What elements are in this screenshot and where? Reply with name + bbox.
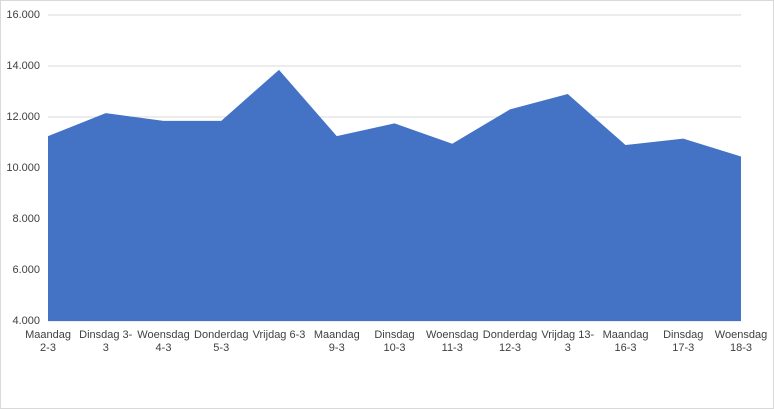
x-tick-label: Donderdag 12-3: [482, 329, 538, 354]
x-tick-label: Woensdag 18-3: [714, 329, 768, 354]
y-tick-label: 12.000: [6, 111, 40, 123]
y-tick-label: 14.000: [6, 60, 40, 72]
x-tick-label: Dinsdag 10-3: [374, 329, 415, 354]
x-tick-label: Donderdag 5-3: [194, 329, 249, 354]
x-tick-label: Maandag 16-3: [602, 329, 649, 354]
x-tick-label: Maandag 9-3: [313, 329, 360, 354]
x-tick-label: Woensdag 4-3: [137, 329, 190, 354]
x-tick-label: Dinsdag 3-3: [79, 329, 133, 354]
y-tick-label: 10.000: [6, 162, 40, 174]
y-tick-label: 6.000: [12, 264, 40, 276]
x-tick-label: Woensdag 11-3: [426, 329, 479, 354]
x-tick-label: Maandag 2-3: [25, 329, 71, 354]
y-tick-label: 4.000: [12, 315, 40, 327]
y-tick-label: 8.000: [12, 213, 40, 225]
x-tick-label: Dinsdag 17-3: [663, 329, 704, 354]
x-tick-label: Vrijdag 6-3: [252, 329, 306, 341]
x-tick-label: Vrijdag 13-3: [541, 329, 595, 354]
area: [48, 69, 741, 321]
y-tick-label: 16.000: [6, 9, 40, 21]
